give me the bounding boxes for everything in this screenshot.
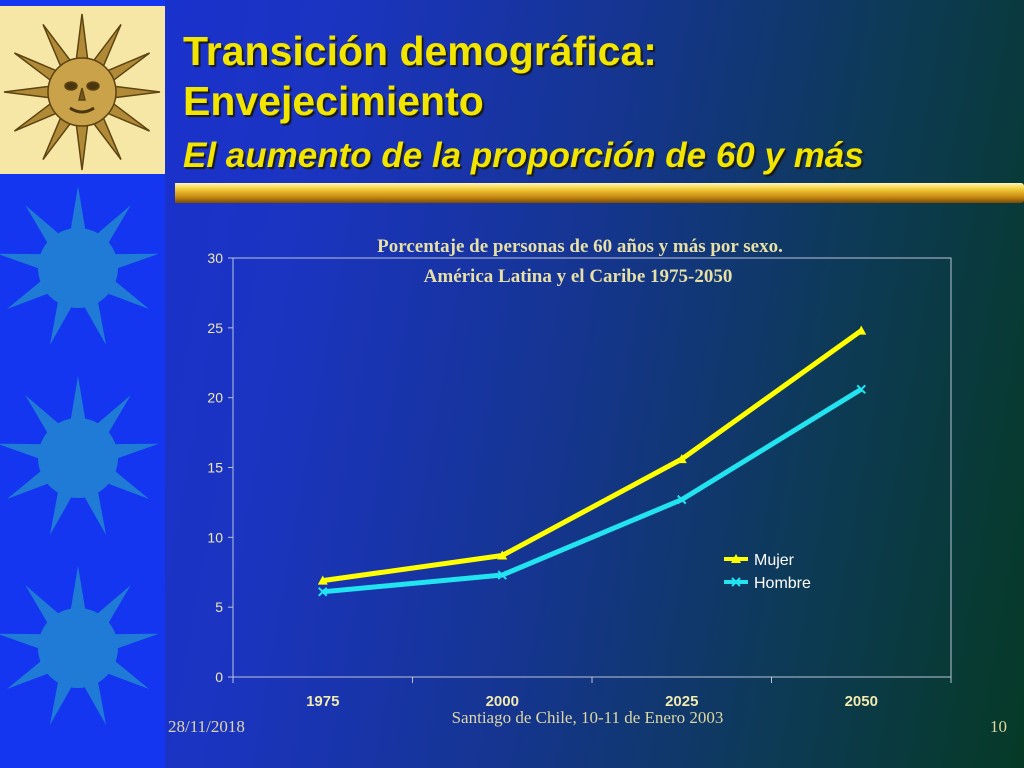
page-number: 10	[990, 717, 1007, 736]
chart-series	[317, 325, 867, 597]
decorative-sun-icon	[0, 178, 165, 358]
data-point-mujer	[317, 575, 328, 585]
x-axis-tick-label: 1975	[306, 693, 339, 710]
footer-location: Santiago de Chile, 10-11 de Enero 2003	[451, 708, 724, 727]
y-axis-tick-label: 20	[207, 390, 223, 406]
y-axis-tick-label: 25	[207, 320, 223, 336]
title-divider-bar	[175, 183, 1024, 203]
slide-title-line-2: Envejecimiento	[183, 78, 484, 124]
sun-face-logo-icon	[0, 6, 165, 174]
y-axis-tick-label: 5	[215, 599, 223, 615]
data-point-hombre	[856, 384, 866, 394]
data-point-mujer	[497, 550, 508, 560]
y-axis-tick-label: 0	[215, 669, 223, 685]
legend-marker-icon	[731, 577, 741, 587]
legend-marker-icon	[731, 554, 741, 563]
x-axis-tick-label: 2050	[845, 693, 878, 710]
legend-label: Hombre	[754, 575, 811, 592]
footer-date: 28/11/2018	[168, 717, 245, 736]
decorative-sidebar	[0, 0, 165, 768]
slide-title: Transición demográfica: Envejecimiento	[183, 26, 1003, 126]
decorative-sun-icon	[0, 558, 165, 738]
slide-subtitle: El aumento de la proporción de 60 y más	[183, 136, 864, 175]
series-line-mujer	[322, 328, 863, 584]
y-axis-tick-label: 15	[207, 460, 223, 476]
y-axis-tick-label: 10	[207, 529, 223, 545]
x-axis-tick-label: 2000	[486, 693, 519, 710]
data-point-mujer	[856, 325, 867, 335]
plot-area-frame	[232, 257, 952, 678]
data-point-hombre	[318, 587, 328, 597]
legend-label: Mujer	[754, 552, 795, 569]
y-axis-tick-label: 30	[207, 250, 223, 266]
data-point-hombre	[497, 570, 507, 580]
chart-title-line-1: Porcentaje de personas de 60 años y más …	[377, 236, 783, 257]
series-line-hombre	[322, 387, 863, 595]
data-point-mujer	[676, 454, 687, 464]
decorative-sun-icon	[0, 368, 165, 548]
x-axis-tick-label: 2025	[665, 693, 698, 710]
chart-legend: Mujer Hombre	[724, 552, 811, 592]
slide-title-line-1: Transición demográfica:	[183, 28, 657, 74]
data-point-hombre	[677, 494, 687, 505]
chart-title-line-2: América Latina y el Caribe 1975-2050	[424, 266, 733, 287]
